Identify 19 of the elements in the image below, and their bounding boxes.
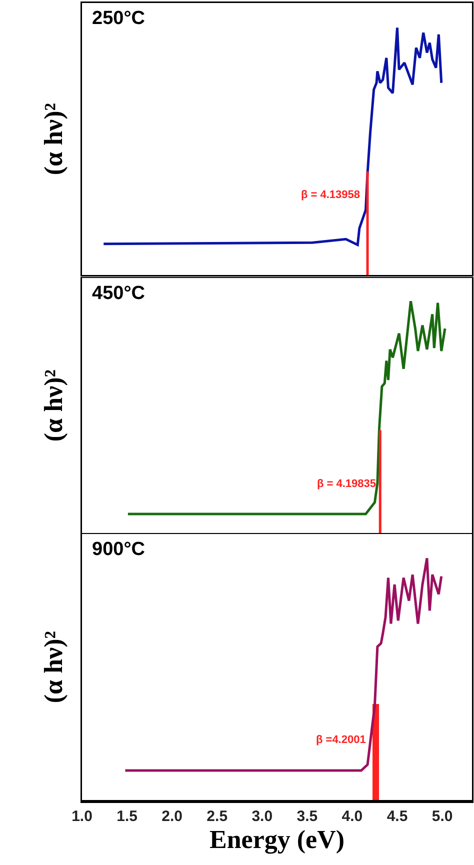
x-tick-label: 2.5 xyxy=(206,808,228,825)
x-axis-title: Energy (eV) xyxy=(209,825,345,854)
x-tick-label: 2.0 xyxy=(162,808,182,825)
chart-title: 900°C xyxy=(92,539,146,560)
x-tick-label: 4.5 xyxy=(386,808,408,825)
annotation: β = 4.13958 xyxy=(301,189,360,201)
chart-title: 250°C xyxy=(92,8,146,29)
y-axis-title: (α hν)² xyxy=(39,369,68,442)
annotation: β = 4.19835 xyxy=(317,478,376,490)
x-tick-label: 5.0 xyxy=(432,808,453,825)
x-tick-label: 1.0 xyxy=(72,808,92,825)
x-tick-label: 1.5 xyxy=(116,808,138,825)
y-axis-title: (α hν)² xyxy=(39,102,68,176)
y-axis-title: (α hν)² xyxy=(39,630,68,704)
annotation: β =4.2001 xyxy=(316,734,366,746)
x-tick-label: 3.5 xyxy=(296,808,318,825)
chart-title: 450°C xyxy=(92,283,146,304)
x-tick-label: 3.0 xyxy=(252,808,273,825)
x-tick-label: 4.0 xyxy=(342,808,363,825)
